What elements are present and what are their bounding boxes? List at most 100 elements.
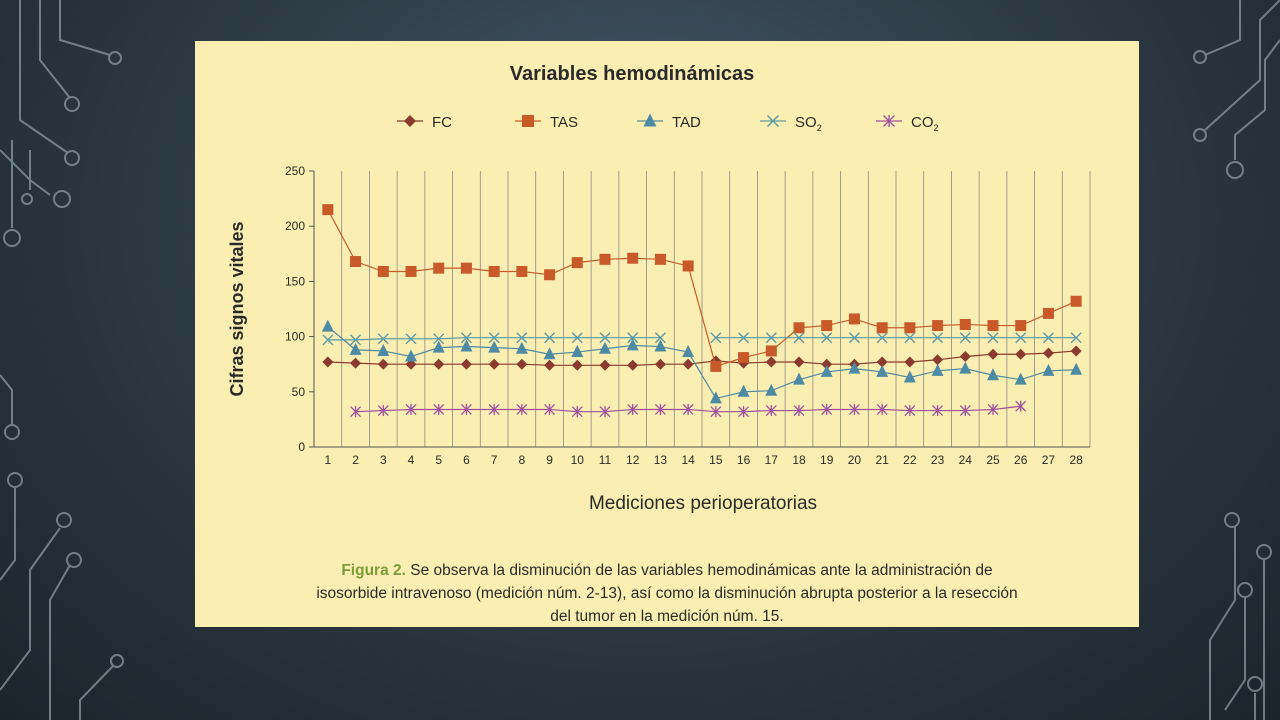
data-point-co2 [627,403,639,415]
data-point-tad [737,384,750,397]
series-line-fc [327,350,1077,366]
series-line-tad [327,326,1077,400]
chart-title: Variables hemodinámicas [510,63,755,85]
marker-stroke [1070,332,1082,344]
x-tick-label: 14 [681,453,695,467]
data-point-co2 [793,405,805,417]
data-point-tad [321,319,334,332]
x-tick-label: 21 [875,453,889,467]
data-point-so2 [710,332,722,344]
data-point-fc [821,358,833,370]
marker-stroke [959,332,971,344]
data-point-so2 [516,332,528,344]
data-point-tad [820,364,833,377]
data-point-tas [932,320,944,332]
data-point-tad [903,370,916,383]
data-point-tas [959,318,971,330]
data-point-tad [515,341,528,354]
series-tas [322,204,1082,372]
data-point-so2 [627,332,639,344]
data-point-so2 [959,332,971,344]
legend-marker [643,113,657,127]
data-point-fc [599,359,611,371]
data-point-tas [571,257,583,269]
data-point-fc [959,350,971,362]
data-point-tad [1070,362,1083,375]
data-point-co2 [959,405,971,417]
data-point-tad [405,349,417,362]
data-point-fc [516,358,528,370]
marker-stroke [350,334,362,346]
marker-stroke [599,332,611,344]
y-tick-label: 100 [285,330,305,344]
marker-stroke [571,332,583,344]
data-point-tas [821,320,833,332]
y-tick-label: 0 [298,440,305,454]
data-point-tas [1015,320,1027,332]
marker-stroke [377,333,389,345]
marker-stroke [322,334,334,346]
data-point-fc [433,358,445,370]
data-point-tad [488,340,501,353]
chart-series [321,204,1083,418]
data-point-tas [627,252,639,264]
data-point-so2 [848,332,860,344]
data-point-tas [433,262,445,274]
legend-label: TAD [672,114,701,131]
data-point-so2 [571,332,583,344]
data-point-tas [682,260,694,272]
data-point-co2 [710,406,722,418]
marker-stroke [765,332,777,344]
chart-legend: FC TAS TAD SO2 CO2 [397,113,939,133]
data-point-fc [460,358,472,370]
data-point-co2 [377,405,389,417]
marker-stroke [793,332,805,344]
data-point-co2 [682,403,694,415]
series-line-tas [327,209,1077,368]
data-point-tad [543,347,556,360]
caption-line-2: isosorbide intravenoso (medición núm. 2-… [316,585,1018,602]
x-tick-label: 11 [599,453,612,467]
data-point-tas [987,320,999,332]
x-tick-label: 5 [435,453,442,467]
data-point-co2 [987,403,999,415]
marker-stroke [767,115,779,127]
data-point-tas [322,204,334,216]
x-tick-label: 17 [765,453,779,467]
series-tad [321,319,1083,404]
marker-stroke [738,332,750,344]
data-point-so2 [599,332,611,344]
data-point-co2 [405,403,417,415]
legend-label: CO2 [911,114,939,133]
data-point-fc [627,359,639,371]
data-point-tad [377,343,390,356]
data-point-fc [1070,345,1082,357]
x-tick-label: 26 [1014,453,1028,467]
hemodynamics-line-chart: Variables hemodinámicas FC TAS TAD SO2 CO2 0… [227,63,1091,514]
y-tick-label: 50 [292,385,306,399]
data-point-tas [599,253,611,265]
data-point-tas [488,265,500,277]
legend-marker [767,115,779,127]
legend-marker [404,115,416,127]
legend-marker [522,115,534,127]
x-axis-label: Mediciones perioperatorias [589,493,817,514]
marker-stroke [516,332,528,344]
y-axis-label: Cifras signos vitales [227,221,247,396]
series-co2 [350,400,1027,418]
y-tick-label: 200 [285,219,305,233]
data-point-tad [848,361,861,374]
data-point-tas [793,322,805,334]
data-point-fc [682,358,694,370]
data-point-tad [709,391,722,404]
x-tick-label: 15 [709,453,723,467]
data-point-tad [987,368,999,381]
data-point-co2 [544,403,556,415]
x-tick-label: 6 [463,453,470,467]
data-point-tad [1014,372,1027,385]
data-point-so2 [1042,332,1054,344]
data-point-tas [710,360,722,372]
data-point-co2 [350,406,362,418]
marker-stroke [821,332,833,344]
